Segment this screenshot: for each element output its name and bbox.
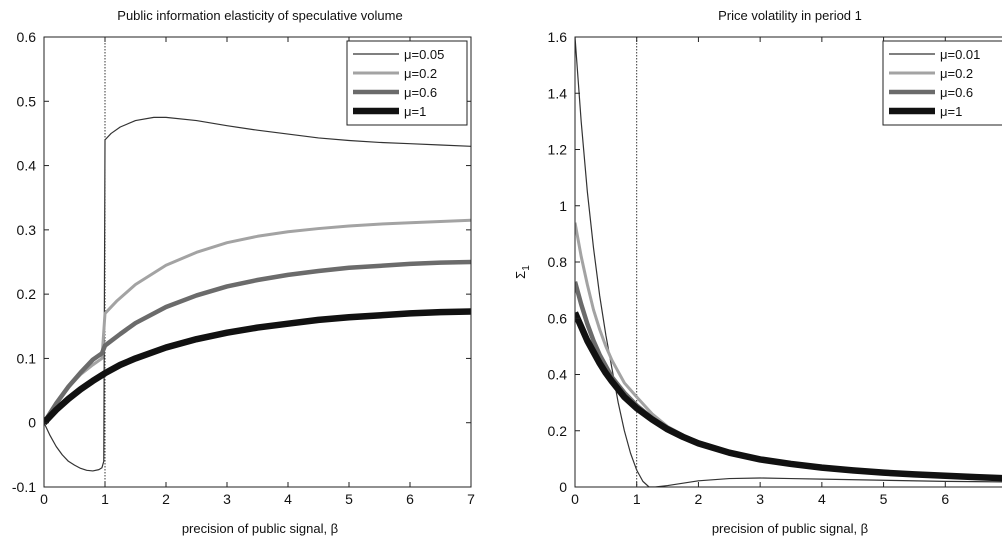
elasticity-legend-label-2: μ=0.6: [404, 85, 437, 100]
elasticity-y-tick-label-0: -0.1: [12, 479, 36, 495]
elasticity-series-group: [44, 116, 471, 472]
volatility-x-axis-label: precision of public signal, β: [712, 521, 868, 536]
volatility-x-tick-label-2: 2: [695, 491, 703, 507]
elasticity-series-line-2: [44, 259, 471, 424]
volatility-x-tick-label-3: 3: [756, 491, 764, 507]
volatility-chart-title: Price volatility in period 1: [718, 8, 862, 23]
volatility-y-tick-label-3: 0.6: [548, 310, 568, 326]
elasticity-legend: μ=0.05 μ=0.2 μ=0.6 μ=1: [346, 40, 468, 126]
volatility-y-tick-label-4: 0.8: [548, 254, 568, 270]
elasticity-x-tick-label-3: 3: [223, 491, 231, 507]
volatility-x-tick-label-1: 1: [633, 491, 641, 507]
elasticity-x-tick-label-6: 6: [406, 491, 414, 507]
elasticity-x-tick-label-1: 1: [101, 491, 109, 507]
elasticity-series-line-3: [44, 308, 471, 425]
elasticity-y-tick-label-4: 0.3: [17, 222, 37, 238]
volatility-chart-panel: Price volatility in period 1 precision o…: [513, 8, 1002, 536]
volatility-legend-label-3: μ=1: [940, 104, 962, 119]
elasticity-chart-title: Public information elasticity of specula…: [117, 8, 402, 23]
elasticity-series-line-0: [44, 116, 471, 472]
elasticity-y-tick-label-3: 0.2: [17, 286, 37, 302]
volatility-y-tick-label-5: 1: [559, 198, 567, 214]
elasticity-y-tick-label-5: 0.4: [17, 158, 37, 174]
elasticity-y-tick-label-1: 0: [28, 415, 36, 431]
volatility-legend-label-0: μ=0.01: [940, 47, 980, 62]
volatility-y-tick-label-0: 0: [559, 479, 567, 495]
elasticity-legend-label-3: μ=1: [404, 104, 426, 119]
volatility-y-tick-label-8: 1.6: [548, 29, 568, 45]
elasticity-y-tick-label-2: 0.1: [17, 350, 37, 366]
elasticity-legend-box: [346, 40, 468, 126]
elasticity-x-tick-label-7: 7: [467, 491, 475, 507]
volatility-y-tick-label-7: 1.4: [548, 85, 568, 101]
elasticity-y-tick-label-6: 0.5: [17, 93, 37, 109]
elasticity-legend-label-1: μ=0.2: [404, 66, 437, 81]
volatility-x-tick-label-4: 4: [818, 491, 826, 507]
elasticity-legend-label-0: μ=0.05: [404, 47, 444, 62]
elasticity-chart-panel: Public information elasticity of specula…: [12, 8, 475, 536]
volatility-x-tick-label-5: 5: [880, 491, 888, 507]
volatility-x-tick-label-0: 0: [571, 491, 579, 507]
volatility-y-tick-label-6: 1.2: [548, 142, 568, 158]
volatility-y-tick-label-2: 0.4: [548, 367, 568, 383]
volatility-x-tick-label-6: 6: [941, 491, 949, 507]
volatility-series-line-3: [575, 311, 1002, 482]
elasticity-x-tick-label-4: 4: [284, 491, 292, 507]
volatility-series-line-2: [575, 281, 1002, 481]
volatility-series-group: [575, 37, 1002, 487]
volatility-series-line-1: [575, 222, 1002, 480]
volatility-y-tick-label-1: 0.2: [548, 423, 568, 439]
elasticity-x-axis-label: precision of public signal, β: [182, 521, 338, 536]
elasticity-y-tick-label-7: 0.6: [17, 29, 37, 45]
volatility-legend: μ=0.01 μ=0.2 μ=0.6 μ=1: [882, 40, 1002, 126]
volatility-series-line-0: [575, 37, 1002, 487]
elasticity-x-tick-label-0: 0: [40, 491, 48, 507]
elasticity-x-tick-label-5: 5: [345, 491, 353, 507]
elasticity-plot-frame: [43, 36, 472, 488]
elasticity-series-line-1: [44, 218, 471, 424]
elasticity-x-tick-label-2: 2: [162, 491, 170, 507]
volatility-y-axis-label: Σ1: [513, 265, 532, 279]
volatility-legend-label-2: μ=0.6: [940, 85, 973, 100]
volatility-legend-label-1: μ=0.2: [940, 66, 973, 81]
